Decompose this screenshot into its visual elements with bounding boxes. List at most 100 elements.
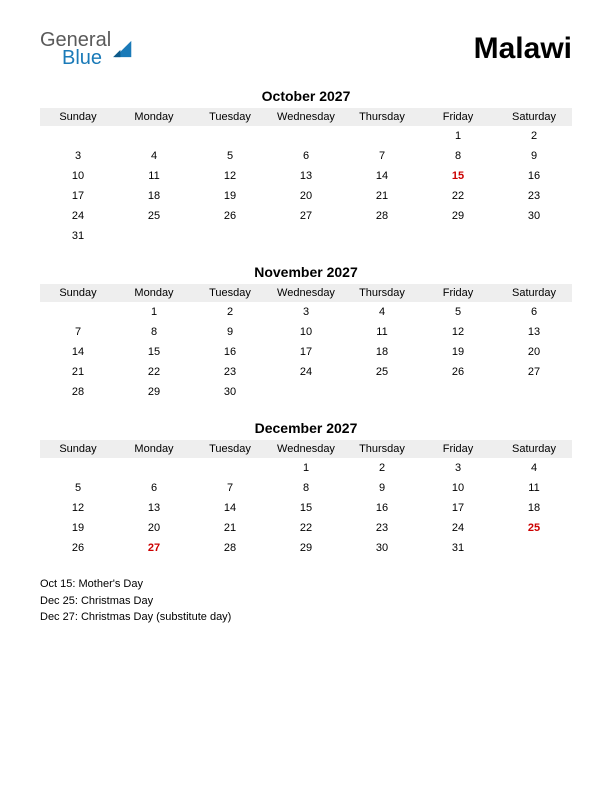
calendar-cell: 24 (40, 206, 116, 226)
calendar-table: SundayMondayTuesdayWednesdayThursdayFrid… (40, 108, 572, 246)
calendar-cell: 28 (192, 538, 268, 558)
calendar-cell: 4 (116, 146, 192, 166)
calendar-title: November 2027 (40, 264, 572, 280)
calendar-row: 3456789 (40, 146, 572, 166)
day-header: Saturday (496, 440, 572, 458)
calendar-cell (344, 226, 420, 246)
calendar-cell: 11 (496, 478, 572, 498)
calendar-row: 1234 (40, 458, 572, 478)
calendar-cell: 13 (496, 322, 572, 342)
calendar-row: 21222324252627 (40, 362, 572, 382)
calendar-cell: 25 (496, 518, 572, 538)
calendar-row: 14151617181920 (40, 342, 572, 362)
day-header: Sunday (40, 284, 116, 302)
calendar-cell: 28 (40, 382, 116, 402)
calendar-row: 262728293031 (40, 538, 572, 558)
calendar-cell: 9 (344, 478, 420, 498)
holiday-entry: Dec 27: Christmas Day (substitute day) (40, 609, 572, 626)
calendar-month: December 2027 SundayMondayTuesdayWednesda… (40, 420, 572, 558)
calendar-row: 12131415161718 (40, 498, 572, 518)
calendar-cell (40, 302, 116, 322)
calendar-cell: 5 (420, 302, 496, 322)
calendar-cell: 17 (268, 342, 344, 362)
calendar-cell: 12 (40, 498, 116, 518)
page-title: Malawi (474, 32, 572, 66)
calendar-cell: 1 (420, 126, 496, 146)
calendar-cell: 8 (268, 478, 344, 498)
calendar-cell (496, 382, 572, 402)
day-header: Monday (116, 108, 192, 126)
calendar-cell: 2 (344, 458, 420, 478)
calendar-cell: 22 (116, 362, 192, 382)
day-header: Wednesday (268, 440, 344, 458)
calendar-cell: 30 (496, 206, 572, 226)
day-header: Monday (116, 284, 192, 302)
calendar-row: 17181920212223 (40, 186, 572, 206)
calendar-cell: 12 (192, 166, 268, 186)
calendar-cell: 4 (496, 458, 572, 478)
calendar-row: 24252627282930 (40, 206, 572, 226)
calendar-cell: 31 (420, 538, 496, 558)
calendar-cell: 9 (192, 322, 268, 342)
calendar-cell: 19 (192, 186, 268, 206)
calendar-title: October 2027 (40, 88, 572, 104)
calendar-cell: 13 (116, 498, 192, 518)
calendar-cell: 25 (116, 206, 192, 226)
calendar-cell: 4 (344, 302, 420, 322)
calendar-cell: 23 (344, 518, 420, 538)
calendar-cell: 7 (344, 146, 420, 166)
calendar-cell: 22 (268, 518, 344, 538)
calendar-cell: 6 (116, 478, 192, 498)
calendar-row: 567891011 (40, 478, 572, 498)
holiday-list: Oct 15: Mother's DayDec 25: Christmas Da… (40, 576, 572, 626)
calendar-cell: 8 (420, 146, 496, 166)
calendar-cell (116, 458, 192, 478)
calendar-cell: 17 (420, 498, 496, 518)
calendar-cell: 26 (40, 538, 116, 558)
calendar-row: 10111213141516 (40, 166, 572, 186)
day-header: Tuesday (192, 440, 268, 458)
calendar-cell (116, 126, 192, 146)
calendar-cell: 3 (268, 302, 344, 322)
day-header: Saturday (496, 108, 572, 126)
day-header: Friday (420, 108, 496, 126)
calendar-month: October 2027 SundayMondayTuesdayWednesday… (40, 88, 572, 246)
calendar-row: 123456 (40, 302, 572, 322)
calendar-cell: 20 (496, 342, 572, 362)
calendar-cell: 16 (496, 166, 572, 186)
calendar-cell: 9 (496, 146, 572, 166)
calendar-cell: 21 (40, 362, 116, 382)
calendar-cell: 6 (268, 146, 344, 166)
calendar-cell: 28 (344, 206, 420, 226)
calendar-row: 12 (40, 126, 572, 146)
calendar-cell: 17 (40, 186, 116, 206)
calendar-cell: 27 (268, 206, 344, 226)
day-header: Sunday (40, 108, 116, 126)
calendar-cell: 26 (420, 362, 496, 382)
calendar-cell (40, 126, 116, 146)
calendar-cell (496, 538, 572, 558)
day-header: Monday (116, 440, 192, 458)
calendar-cell (496, 226, 572, 246)
calendar-cell: 19 (420, 342, 496, 362)
calendar-cell: 21 (192, 518, 268, 538)
day-header: Tuesday (192, 108, 268, 126)
calendar-cell: 15 (116, 342, 192, 362)
calendar-cell: 12 (420, 322, 496, 342)
calendar-cell (192, 126, 268, 146)
calendar-cell (268, 126, 344, 146)
calendar-cell (420, 226, 496, 246)
holiday-entry: Dec 25: Christmas Day (40, 593, 572, 610)
logo-text-blue: Blue (62, 48, 111, 68)
calendar-month: November 2027SundayMondayTuesdayWednesda… (40, 264, 572, 402)
day-header: Thursday (344, 284, 420, 302)
calendar-title: December 2027 (40, 420, 572, 436)
calendar-cell: 29 (268, 538, 344, 558)
calendar-cell: 23 (496, 186, 572, 206)
calendar-cell: 5 (40, 478, 116, 498)
calendar-cell: 10 (40, 166, 116, 186)
calendar-cell: 14 (192, 498, 268, 518)
calendar-cell: 20 (268, 186, 344, 206)
day-header: Tuesday (192, 284, 268, 302)
calendar-table: SundayMondayTuesdayWednesdayThursdayFrid… (40, 440, 572, 558)
